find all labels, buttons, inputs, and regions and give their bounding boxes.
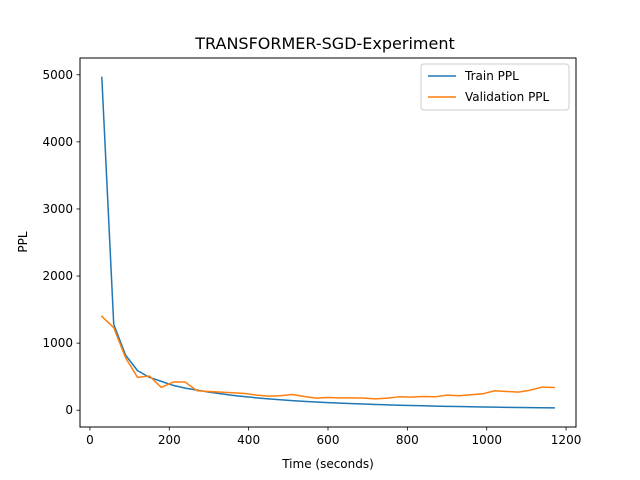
x-axis-label: Time (seconds) [281,457,374,471]
plot-lines [100,76,555,409]
y-axis-ticks: 0 1000 2000 3000 4000 5000 [42,68,80,417]
series-line-0 [101,76,555,409]
y-tick-label: 1000 [42,336,73,350]
x-axis-ticks: 0 200 400 600 800 1000 1200 [86,427,581,447]
y-tick-label: 2000 [42,269,73,283]
x-tick-label: 1000 [471,433,502,447]
chart-title: TRANSFORMER-SGD-Experiment [194,34,454,53]
y-axis-label: PPL [16,231,30,252]
x-tick-label: 800 [396,433,419,447]
x-tick-label: 400 [237,433,260,447]
legend-box [420,63,570,111]
y-tick-label: 3000 [42,202,73,216]
legend-label-1: Validation PPL [465,90,550,104]
series-line-1 [100,315,555,400]
x-tick-label: 600 [317,433,340,447]
legend-label-0: Train PPL [464,69,519,83]
legend: Train PPL Validation PPL [420,63,570,111]
y-tick-label: 4000 [42,135,73,149]
x-tick-label: 1200 [551,433,582,447]
x-tick-label: 0 [86,433,94,447]
y-tick-label: 5000 [42,68,73,82]
y-tick-label: 0 [65,403,73,417]
x-tick-label: 200 [158,433,181,447]
